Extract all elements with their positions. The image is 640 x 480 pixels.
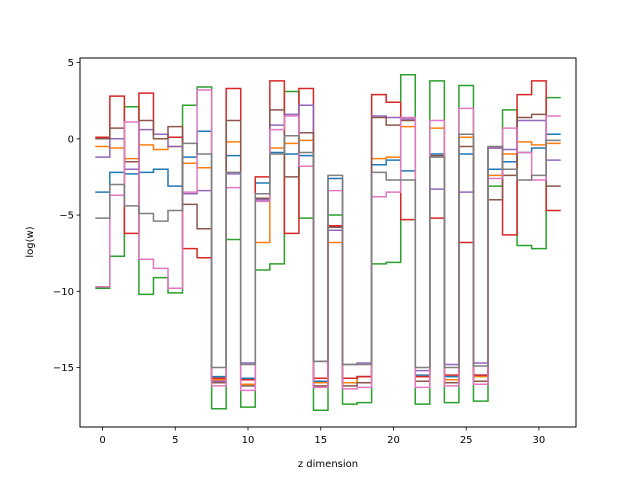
y-tick-label: 5 bbox=[68, 58, 74, 69]
y-tick-label: 0 bbox=[68, 134, 74, 145]
y-tick-label: −15 bbox=[53, 363, 74, 374]
series-layer bbox=[95, 74, 561, 411]
x-tick-label: 10 bbox=[242, 435, 255, 446]
x-tick-label: 30 bbox=[533, 435, 546, 446]
x-axis: 0 5 10 15 20 25 30 bbox=[99, 427, 545, 446]
plot-area bbox=[79, 57, 577, 428]
x-tick-label: 0 bbox=[99, 435, 105, 446]
x-tick-label: 20 bbox=[387, 435, 400, 446]
y-axis-label: log(w) bbox=[25, 226, 36, 257]
x-tick-label: 15 bbox=[314, 435, 327, 446]
y-tick-label: −5 bbox=[59, 211, 74, 222]
y-tick-label: −10 bbox=[53, 287, 74, 298]
x-tick-label: 25 bbox=[460, 435, 473, 446]
series-line-8 bbox=[95, 133, 561, 369]
x-axis-label: z dimension bbox=[298, 459, 358, 470]
x-tick-label: 5 bbox=[172, 435, 178, 446]
axes-frame bbox=[79, 57, 577, 428]
y-axis: −15 −10 −5 0 5 bbox=[53, 58, 80, 374]
